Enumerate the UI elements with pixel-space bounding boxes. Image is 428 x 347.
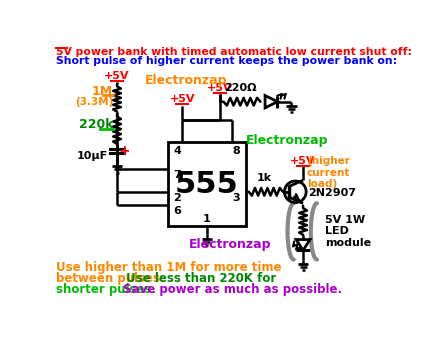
Text: between pulses.: between pulses. bbox=[56, 272, 164, 285]
Text: Use higher than 1M for more time: Use higher than 1M for more time bbox=[56, 261, 281, 274]
Text: 7: 7 bbox=[174, 170, 181, 180]
Text: Electronzap: Electronzap bbox=[246, 134, 328, 147]
Text: (3.3M): (3.3M) bbox=[75, 98, 113, 108]
Text: Save power as much as possible.: Save power as much as possible. bbox=[119, 283, 342, 296]
Text: 4: 4 bbox=[174, 146, 181, 156]
Text: +: + bbox=[119, 144, 130, 158]
Text: 1M: 1M bbox=[92, 85, 113, 98]
Text: Use less than 220K for: Use less than 220K for bbox=[122, 272, 276, 285]
Text: 220Ω: 220Ω bbox=[224, 83, 256, 93]
Text: +5V: +5V bbox=[169, 94, 195, 104]
Text: +5V: +5V bbox=[290, 155, 316, 166]
Text: (higher
current
load): (higher current load) bbox=[307, 156, 350, 189]
Text: 10µF: 10µF bbox=[77, 151, 108, 161]
Text: 555: 555 bbox=[175, 170, 239, 198]
Text: +5V: +5V bbox=[104, 71, 130, 81]
Text: 1k: 1k bbox=[257, 173, 272, 183]
Text: Short pulse of higher current keeps the power bank on:: Short pulse of higher current keeps the … bbox=[56, 56, 397, 66]
Text: 8: 8 bbox=[232, 146, 240, 156]
Text: 1: 1 bbox=[203, 214, 211, 224]
Text: 3: 3 bbox=[232, 193, 240, 203]
Text: shorter pulses.: shorter pulses. bbox=[56, 283, 156, 296]
Text: 5V 1W
LED
module: 5V 1W LED module bbox=[325, 215, 371, 248]
Text: 5V power bank with timed automatic low current shut off:: 5V power bank with timed automatic low c… bbox=[56, 47, 412, 57]
Text: 2: 2 bbox=[174, 193, 181, 203]
Text: 2N2907: 2N2907 bbox=[308, 188, 356, 198]
Text: Electronzap: Electronzap bbox=[189, 238, 272, 251]
Text: 6: 6 bbox=[174, 206, 181, 216]
Text: Electronzap: Electronzap bbox=[145, 74, 227, 87]
Text: +5V: +5V bbox=[208, 83, 233, 93]
Text: 220k: 220k bbox=[79, 118, 113, 130]
Bar bbox=[168, 142, 246, 227]
